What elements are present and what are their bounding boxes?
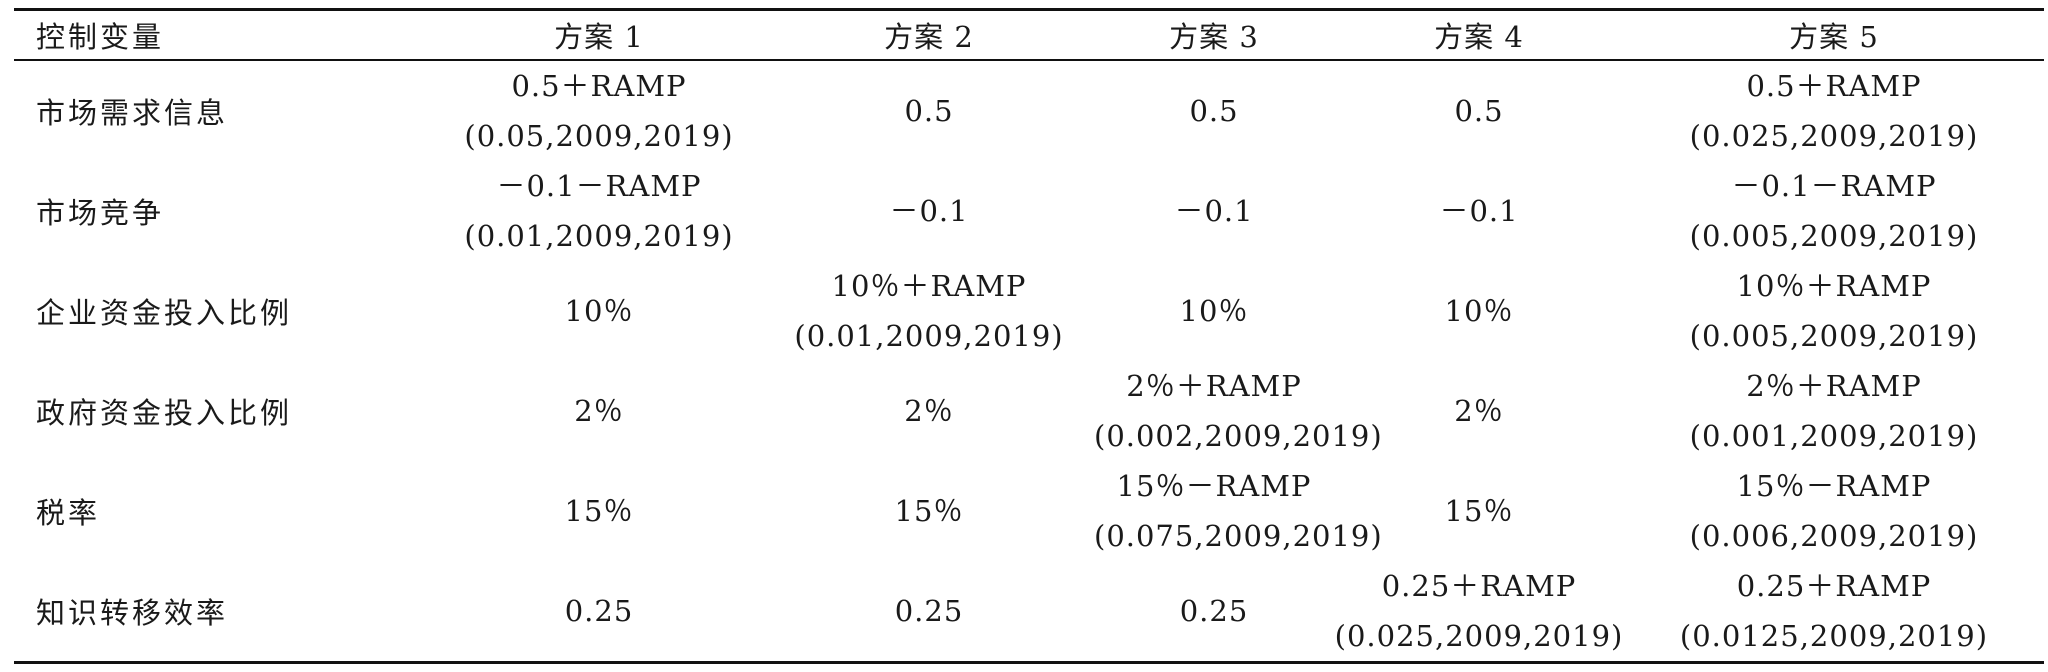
cell-ramp-params: (0.0125,2009,2019) bbox=[1679, 619, 1989, 653]
table-cell-scheme-5: －0.1－RAMP (0.005,2009,2019) bbox=[1624, 161, 2044, 261]
cell-ramp-params: (0.025,2009,2019) bbox=[1689, 119, 1979, 153]
cell-value: 2％＋RAMP bbox=[1126, 369, 1302, 403]
table-cell-scheme-5: 0.25＋RAMP (0.0125,2009,2019) bbox=[1624, 561, 2044, 663]
table-row: 税率 15％ 15％ 15％－RAMP (0.075,2009,2019) 15％ 15％－… bbox=[14, 461, 2044, 561]
row-label: 企业资金投入比例 bbox=[36, 296, 293, 330]
table-cell-scheme-3: 0.5 bbox=[1094, 60, 1334, 161]
table-cell-scheme-3: 15％－RAMP (0.075,2009,2019) bbox=[1094, 461, 1383, 561]
table-cell-scheme-4: 2％ bbox=[1334, 361, 1624, 461]
table-cell-scheme-3: －0.1 bbox=[1094, 161, 1334, 261]
cell-value: －0.1 bbox=[889, 194, 969, 228]
cell-value: 15％ bbox=[564, 494, 634, 528]
header-scheme-2: 方案 2 bbox=[884, 20, 974, 54]
cell-value: 15％ bbox=[1444, 494, 1514, 528]
table-cell-scheme-5: 2％＋RAMP (0.001,2009,2019) bbox=[1624, 361, 2044, 461]
table-row: 知识转移效率 0.25 0.25 0.25 0.25＋RAMP (0.025,2009,2… bbox=[14, 561, 2044, 663]
cell-ramp-params: (0.01,2009,2019) bbox=[794, 319, 1064, 353]
table-cell-scheme-2: 2％ bbox=[764, 361, 1094, 461]
row-label: 政府资金投入比例 bbox=[36, 396, 293, 430]
table-cell-scheme-2: 0.25 bbox=[764, 561, 1094, 663]
table-cell-scheme-1: 2％ bbox=[434, 361, 764, 461]
row-label: 税率 bbox=[36, 496, 101, 530]
header-control-variable: 控制变量 bbox=[36, 20, 165, 54]
cell-value: 15％ bbox=[894, 494, 964, 528]
table-cell-scheme-1: 0.5＋RAMP (0.05,2009,2019) bbox=[434, 60, 764, 161]
cell-value: 2％ bbox=[1454, 394, 1504, 428]
table-row: 市场需求信息 0.5＋RAMP (0.05,2009,2019) 0.5 0.5 0.5 0… bbox=[14, 60, 2044, 161]
header-scheme-5: 方案 5 bbox=[1789, 20, 1879, 54]
table-cell-scheme-5: 0.5＋RAMP (0.025,2009,2019) bbox=[1624, 60, 2044, 161]
cell-value: 15％－RAMP bbox=[1736, 469, 1932, 503]
table-cell-scheme-5: 10％＋RAMP (0.005,2009,2019) bbox=[1624, 261, 2044, 361]
cell-value: 0.25 bbox=[1179, 594, 1249, 628]
cell-ramp-params: (0.01,2009,2019) bbox=[464, 219, 734, 253]
table-cell-scheme-2: －0.1 bbox=[764, 161, 1094, 261]
table-cell-scheme-1: 15％ bbox=[434, 461, 764, 561]
header-scheme-3: 方案 3 bbox=[1169, 20, 1259, 54]
cell-value: 0.5 bbox=[904, 94, 954, 128]
cell-value: 15％－RAMP bbox=[1116, 469, 1312, 503]
table-cell-scheme-1: 0.25 bbox=[434, 561, 764, 663]
table-cell-scheme-2: 10％＋RAMP (0.01,2009,2019) bbox=[764, 261, 1094, 361]
table-body: 市场需求信息 0.5＋RAMP (0.05,2009,2019) 0.5 0.5 0.5 0… bbox=[14, 60, 2044, 663]
table-cell-scheme-4: －0.1 bbox=[1334, 161, 1624, 261]
cell-value: 0.25＋RAMP bbox=[1381, 569, 1577, 603]
cell-ramp-params: (0.025,2009,2019) bbox=[1334, 619, 1624, 653]
table-cell-scheme-4: 0.5 bbox=[1334, 60, 1624, 161]
cell-value: 0.5＋RAMP bbox=[511, 69, 687, 103]
row-label: 知识转移效率 bbox=[36, 596, 229, 630]
cell-value: 0.25＋RAMP bbox=[1736, 569, 1932, 603]
row-label: 市场需求信息 bbox=[36, 96, 229, 130]
table-cell-scheme-1: 10％ bbox=[434, 261, 764, 361]
table-cell-scheme-2: 0.5 bbox=[764, 60, 1094, 161]
control-variable-table: 控制变量 方案 1 方案 2 方案 3 方案 4 方案 5 市场需求信息 0.5＋… bbox=[14, 8, 2044, 664]
cell-ramp-params: (0.006,2009,2019) bbox=[1689, 519, 1979, 553]
table-row: 企业资金投入比例 10％ 10％＋RAMP (0.01,2009,2019) 10％ 10… bbox=[14, 261, 2044, 361]
cell-value: 10％＋RAMP bbox=[1736, 269, 1932, 303]
table-cell-scheme-3: 0.25 bbox=[1094, 561, 1334, 663]
cell-value: －0.1 bbox=[1439, 194, 1519, 228]
cell-value: 0.5 bbox=[1189, 94, 1239, 128]
cell-value: －0.1－RAMP bbox=[1731, 169, 1937, 203]
table-cell-scheme-5: 15％－RAMP (0.006,2009,2019) bbox=[1624, 461, 2044, 561]
row-label: 市场竞争 bbox=[36, 196, 165, 230]
table-cell-scheme-1: －0.1－RAMP (0.01,2009,2019) bbox=[434, 161, 764, 261]
cell-ramp-params: (0.05,2009,2019) bbox=[464, 119, 734, 153]
cell-value: 2％＋RAMP bbox=[1746, 369, 1922, 403]
cell-value: －0.1 bbox=[1174, 194, 1254, 228]
cell-ramp-params: (0.001,2009,2019) bbox=[1689, 419, 1979, 453]
table-cell-scheme-4: 10％ bbox=[1334, 261, 1624, 361]
cell-value: 0.5＋RAMP bbox=[1746, 69, 1922, 103]
cell-value: 2％ bbox=[574, 394, 624, 428]
table-header-row: 控制变量 方案 1 方案 2 方案 3 方案 4 方案 5 bbox=[14, 9, 2044, 60]
table-cell-scheme-3: 10％ bbox=[1094, 261, 1334, 361]
cell-value: 10％ bbox=[1444, 294, 1514, 328]
table-row: 政府资金投入比例 2％ 2％ 2％＋RAMP (0.002,2009,2019) 2％ 2％… bbox=[14, 361, 2044, 461]
table-cell-scheme-3: 2％＋RAMP (0.002,2009,2019) bbox=[1094, 361, 1383, 461]
cell-value: 10％ bbox=[564, 294, 634, 328]
table-cell-scheme-4: 0.25＋RAMP (0.025,2009,2019) bbox=[1334, 561, 1624, 663]
table-cell-scheme-2: 15％ bbox=[764, 461, 1094, 561]
cell-value: 10％＋RAMP bbox=[831, 269, 1027, 303]
cell-ramp-params: (0.002,2009,2019) bbox=[1094, 419, 1383, 453]
cell-value: 0.25 bbox=[564, 594, 634, 628]
cell-ramp-params: (0.005,2009,2019) bbox=[1689, 319, 1979, 353]
cell-value: 0.5 bbox=[1454, 94, 1504, 128]
cell-ramp-params: (0.075,2009,2019) bbox=[1094, 519, 1383, 553]
cell-value: 0.25 bbox=[894, 594, 964, 628]
table-cell-scheme-4: 15％ bbox=[1334, 461, 1624, 561]
cell-value: 2％ bbox=[904, 394, 954, 428]
cell-value: －0.1－RAMP bbox=[496, 169, 702, 203]
control-variable-table-container: 控制变量 方案 1 方案 2 方案 3 方案 4 方案 5 市场需求信息 0.5＋… bbox=[14, 8, 2044, 664]
header-scheme-1: 方案 1 bbox=[554, 20, 644, 54]
header-scheme-4: 方案 4 bbox=[1434, 20, 1524, 54]
cell-value: 10％ bbox=[1179, 294, 1249, 328]
table-row: 市场竞争 －0.1－RAMP (0.01,2009,2019) －0.1 －0.1 －0.… bbox=[14, 161, 2044, 261]
cell-ramp-params: (0.005,2009,2019) bbox=[1689, 219, 1979, 253]
